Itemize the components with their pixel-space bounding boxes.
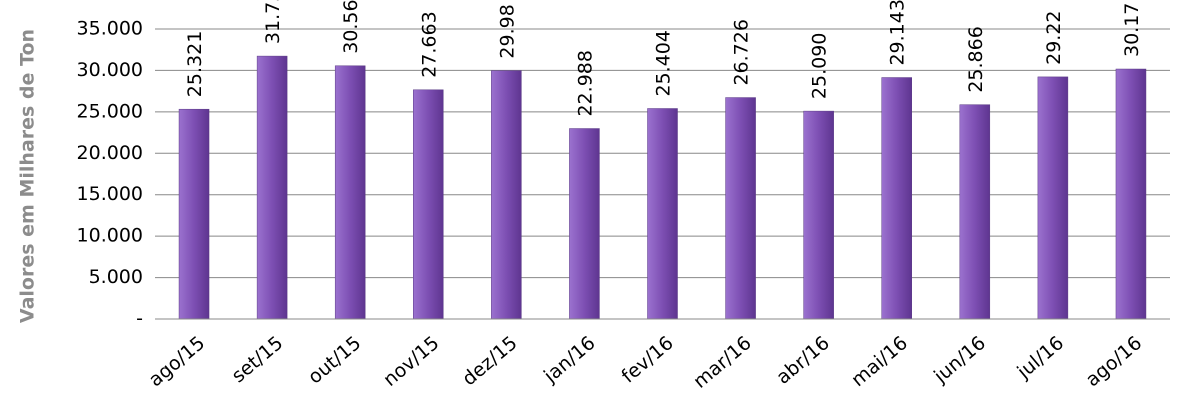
y-tick-label: 10.000 — [77, 225, 143, 247]
x-tick-label: mai/16 — [847, 332, 912, 391]
y-tick-label: 5.000 — [89, 266, 143, 288]
data-label: 30.56 — [340, 0, 362, 54]
y-tick-label: 35.000 — [77, 18, 143, 40]
bar — [803, 110, 834, 320]
data-label: 29.98 — [496, 4, 518, 58]
bar — [725, 97, 756, 320]
x-tick-label: ago/16 — [1082, 332, 1147, 391]
x-tick-label: ago/15 — [145, 332, 210, 391]
x-tick-label: set/15 — [228, 332, 288, 387]
data-label: 25.321 — [184, 31, 206, 97]
data-label: 31.73 — [262, 0, 284, 44]
x-tick-label: fev/16 — [617, 332, 677, 388]
x-tick-label: jan/16 — [539, 332, 600, 388]
data-label: 29.143 — [887, 0, 909, 66]
bar — [334, 65, 366, 320]
bar — [1115, 68, 1147, 320]
bar — [881, 77, 912, 320]
y-axis-title: Valores em Milhares de Ton — [17, 29, 39, 323]
x-tick-label: jul/16 — [1012, 332, 1068, 384]
x-tick-label: dez/15 — [458, 332, 521, 390]
data-label: 25.090 — [809, 33, 831, 99]
x-tick-label: jun/16 — [929, 332, 990, 388]
bar — [1037, 76, 1069, 320]
bar — [959, 104, 991, 320]
y-tick-label: 15.000 — [77, 183, 143, 205]
bar — [647, 108, 678, 320]
y-tick-label: 25.000 — [77, 100, 143, 122]
bar — [413, 89, 444, 320]
bar — [569, 128, 600, 320]
bar — [491, 70, 522, 320]
data-label: 25.866 — [965, 26, 987, 92]
data-label: 27.663 — [418, 11, 440, 77]
y-tick-label: 30.000 — [77, 59, 143, 81]
y-tick-label: 20.000 — [77, 142, 143, 164]
bar — [178, 108, 210, 320]
x-tick-label: out/15 — [304, 332, 365, 389]
bar — [256, 55, 288, 320]
x-tick-label: mar/16 — [689, 332, 756, 393]
data-label: 22.988 — [574, 50, 596, 116]
data-label: 26.726 — [731, 19, 753, 85]
data-label: 25.404 — [653, 30, 675, 96]
data-label: 30.17 — [1121, 3, 1143, 57]
data-label: 29.22 — [1043, 10, 1065, 64]
x-tick-label: abr/16 — [772, 332, 834, 389]
y-tick-label: - — [136, 308, 143, 330]
x-tick-label: nov/15 — [379, 332, 443, 391]
